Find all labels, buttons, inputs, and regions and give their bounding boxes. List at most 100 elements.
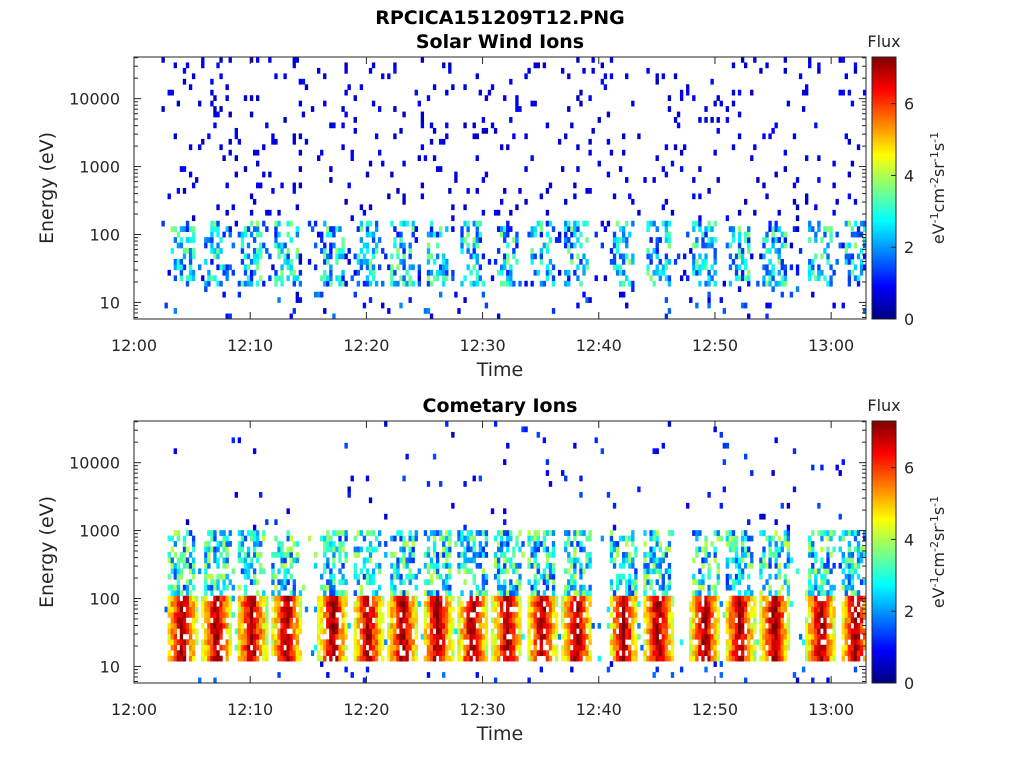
spectrogram-cell — [634, 639, 638, 646]
spectrogram-cell — [704, 117, 708, 123]
spectrogram-cell — [509, 557, 513, 564]
spectrogram-cell — [594, 231, 598, 238]
spectrogram-cell — [262, 590, 266, 596]
spectrogram-cell — [277, 546, 281, 553]
spectrogram-cell — [213, 650, 217, 657]
spectrogram-cell — [618, 595, 623, 602]
spectrogram-cell — [195, 595, 199, 602]
spectrogram-cell — [329, 622, 333, 629]
spectrogram-cell — [515, 601, 519, 607]
spectrogram-cell — [219, 552, 223, 558]
spectrogram-cell — [579, 628, 583, 635]
spectrogram-cell — [631, 655, 635, 662]
spectrogram-cell — [506, 568, 510, 575]
spectrogram-cell — [210, 248, 214, 254]
spectrogram-cell — [539, 253, 543, 260]
spectrogram-cell — [579, 617, 583, 624]
spectrogram-cell — [457, 552, 461, 558]
spectrogram-cell — [701, 258, 705, 265]
spectrogram-cell — [661, 166, 665, 172]
spectrogram-cell — [847, 258, 852, 265]
spectrogram-cell — [667, 541, 672, 547]
spectrogram-cell — [859, 644, 864, 651]
spectrogram-cell — [411, 617, 415, 624]
spectrogram-cell — [808, 606, 812, 613]
spectrogram-cell — [371, 639, 376, 646]
spectrogram-cell — [795, 226, 800, 232]
spectrogram-cell — [823, 248, 827, 254]
spectrogram-cell — [378, 106, 382, 112]
spectrogram-cell — [542, 62, 547, 69]
spectrogram-cell — [478, 601, 482, 607]
spectrogram-cell — [439, 650, 443, 657]
spectrogram-cell — [512, 552, 516, 558]
spectrogram-cell — [652, 639, 656, 646]
spectrogram-cell — [478, 546, 482, 553]
spectrogram-cell — [652, 595, 656, 602]
spectrogram-cell — [295, 275, 299, 282]
spectrogram-cell — [496, 562, 501, 569]
spectrogram-cell — [722, 486, 726, 493]
spectrogram-cell — [371, 62, 376, 69]
spectrogram-cell — [713, 595, 717, 602]
spectrogram-cell — [271, 633, 275, 640]
spectrogram-cell — [408, 552, 412, 558]
spectrogram-cell — [408, 612, 412, 618]
spectrogram-cell — [213, 248, 217, 254]
spectrogram-cell — [564, 220, 568, 227]
spectrogram-cell — [713, 655, 717, 662]
spectrogram-cell — [759, 617, 763, 624]
spectrogram-cell — [811, 617, 815, 624]
spectrogram-cell — [606, 491, 611, 498]
spectrogram-cell — [655, 601, 659, 607]
spectrogram-cell — [768, 280, 772, 287]
spectrogram-cell — [466, 530, 470, 536]
spectrogram-cell — [853, 650, 858, 657]
spectrogram-cell — [393, 633, 397, 640]
spectrogram-cell — [777, 628, 781, 635]
spectrogram-cell — [564, 639, 568, 646]
spectrogram-cell — [326, 258, 330, 265]
spectrogram-cell — [789, 601, 794, 607]
spectrogram-cell — [615, 655, 620, 662]
spectrogram-cell — [292, 601, 296, 607]
spectrogram-cell — [271, 552, 275, 558]
spectrogram-cell — [411, 231, 415, 238]
spectrogram-cell — [503, 639, 507, 646]
spectrogram-cell — [478, 590, 482, 596]
spectrogram-cell — [557, 231, 562, 238]
spectrogram-cell — [844, 639, 848, 646]
spectrogram-cell — [252, 639, 257, 646]
x-tick-label: 12:40 — [576, 336, 622, 355]
spectrogram-cell — [725, 579, 730, 586]
spectrogram-cell — [210, 535, 214, 542]
spectrogram-cell — [371, 568, 376, 575]
spectrogram-cell — [262, 595, 266, 602]
spectrogram-cell — [365, 557, 370, 564]
spectrogram-cell — [225, 535, 229, 542]
spectrogram-cell — [390, 573, 394, 580]
spectrogram-cell — [856, 644, 861, 651]
spectrogram-cell — [692, 650, 696, 657]
spectrogram-cell — [500, 590, 504, 596]
spectrogram-cell — [667, 568, 672, 575]
spectrogram-cell — [856, 590, 861, 596]
spectrogram-cell — [646, 612, 650, 618]
spectrogram-cell — [207, 562, 211, 569]
spectrogram-cell — [771, 628, 775, 635]
spectrogram-cell — [667, 562, 672, 569]
spectrogram-cell — [774, 562, 778, 569]
spectrogram-cell — [780, 650, 784, 657]
spectrogram-cell — [439, 606, 443, 613]
spectrogram-cell — [323, 612, 327, 618]
spectrogram-cell — [841, 617, 845, 624]
spectrogram-cell — [515, 100, 519, 107]
spectrogram-cell — [713, 552, 717, 558]
spectrogram-cell — [365, 666, 370, 673]
spectrogram-cell — [585, 264, 589, 271]
spectrogram-cell — [396, 650, 400, 657]
spectrogram-cell — [585, 535, 589, 542]
spectrogram-cell — [326, 535, 330, 542]
spectrogram-cell — [411, 639, 415, 646]
spectrogram-cell — [411, 541, 415, 547]
